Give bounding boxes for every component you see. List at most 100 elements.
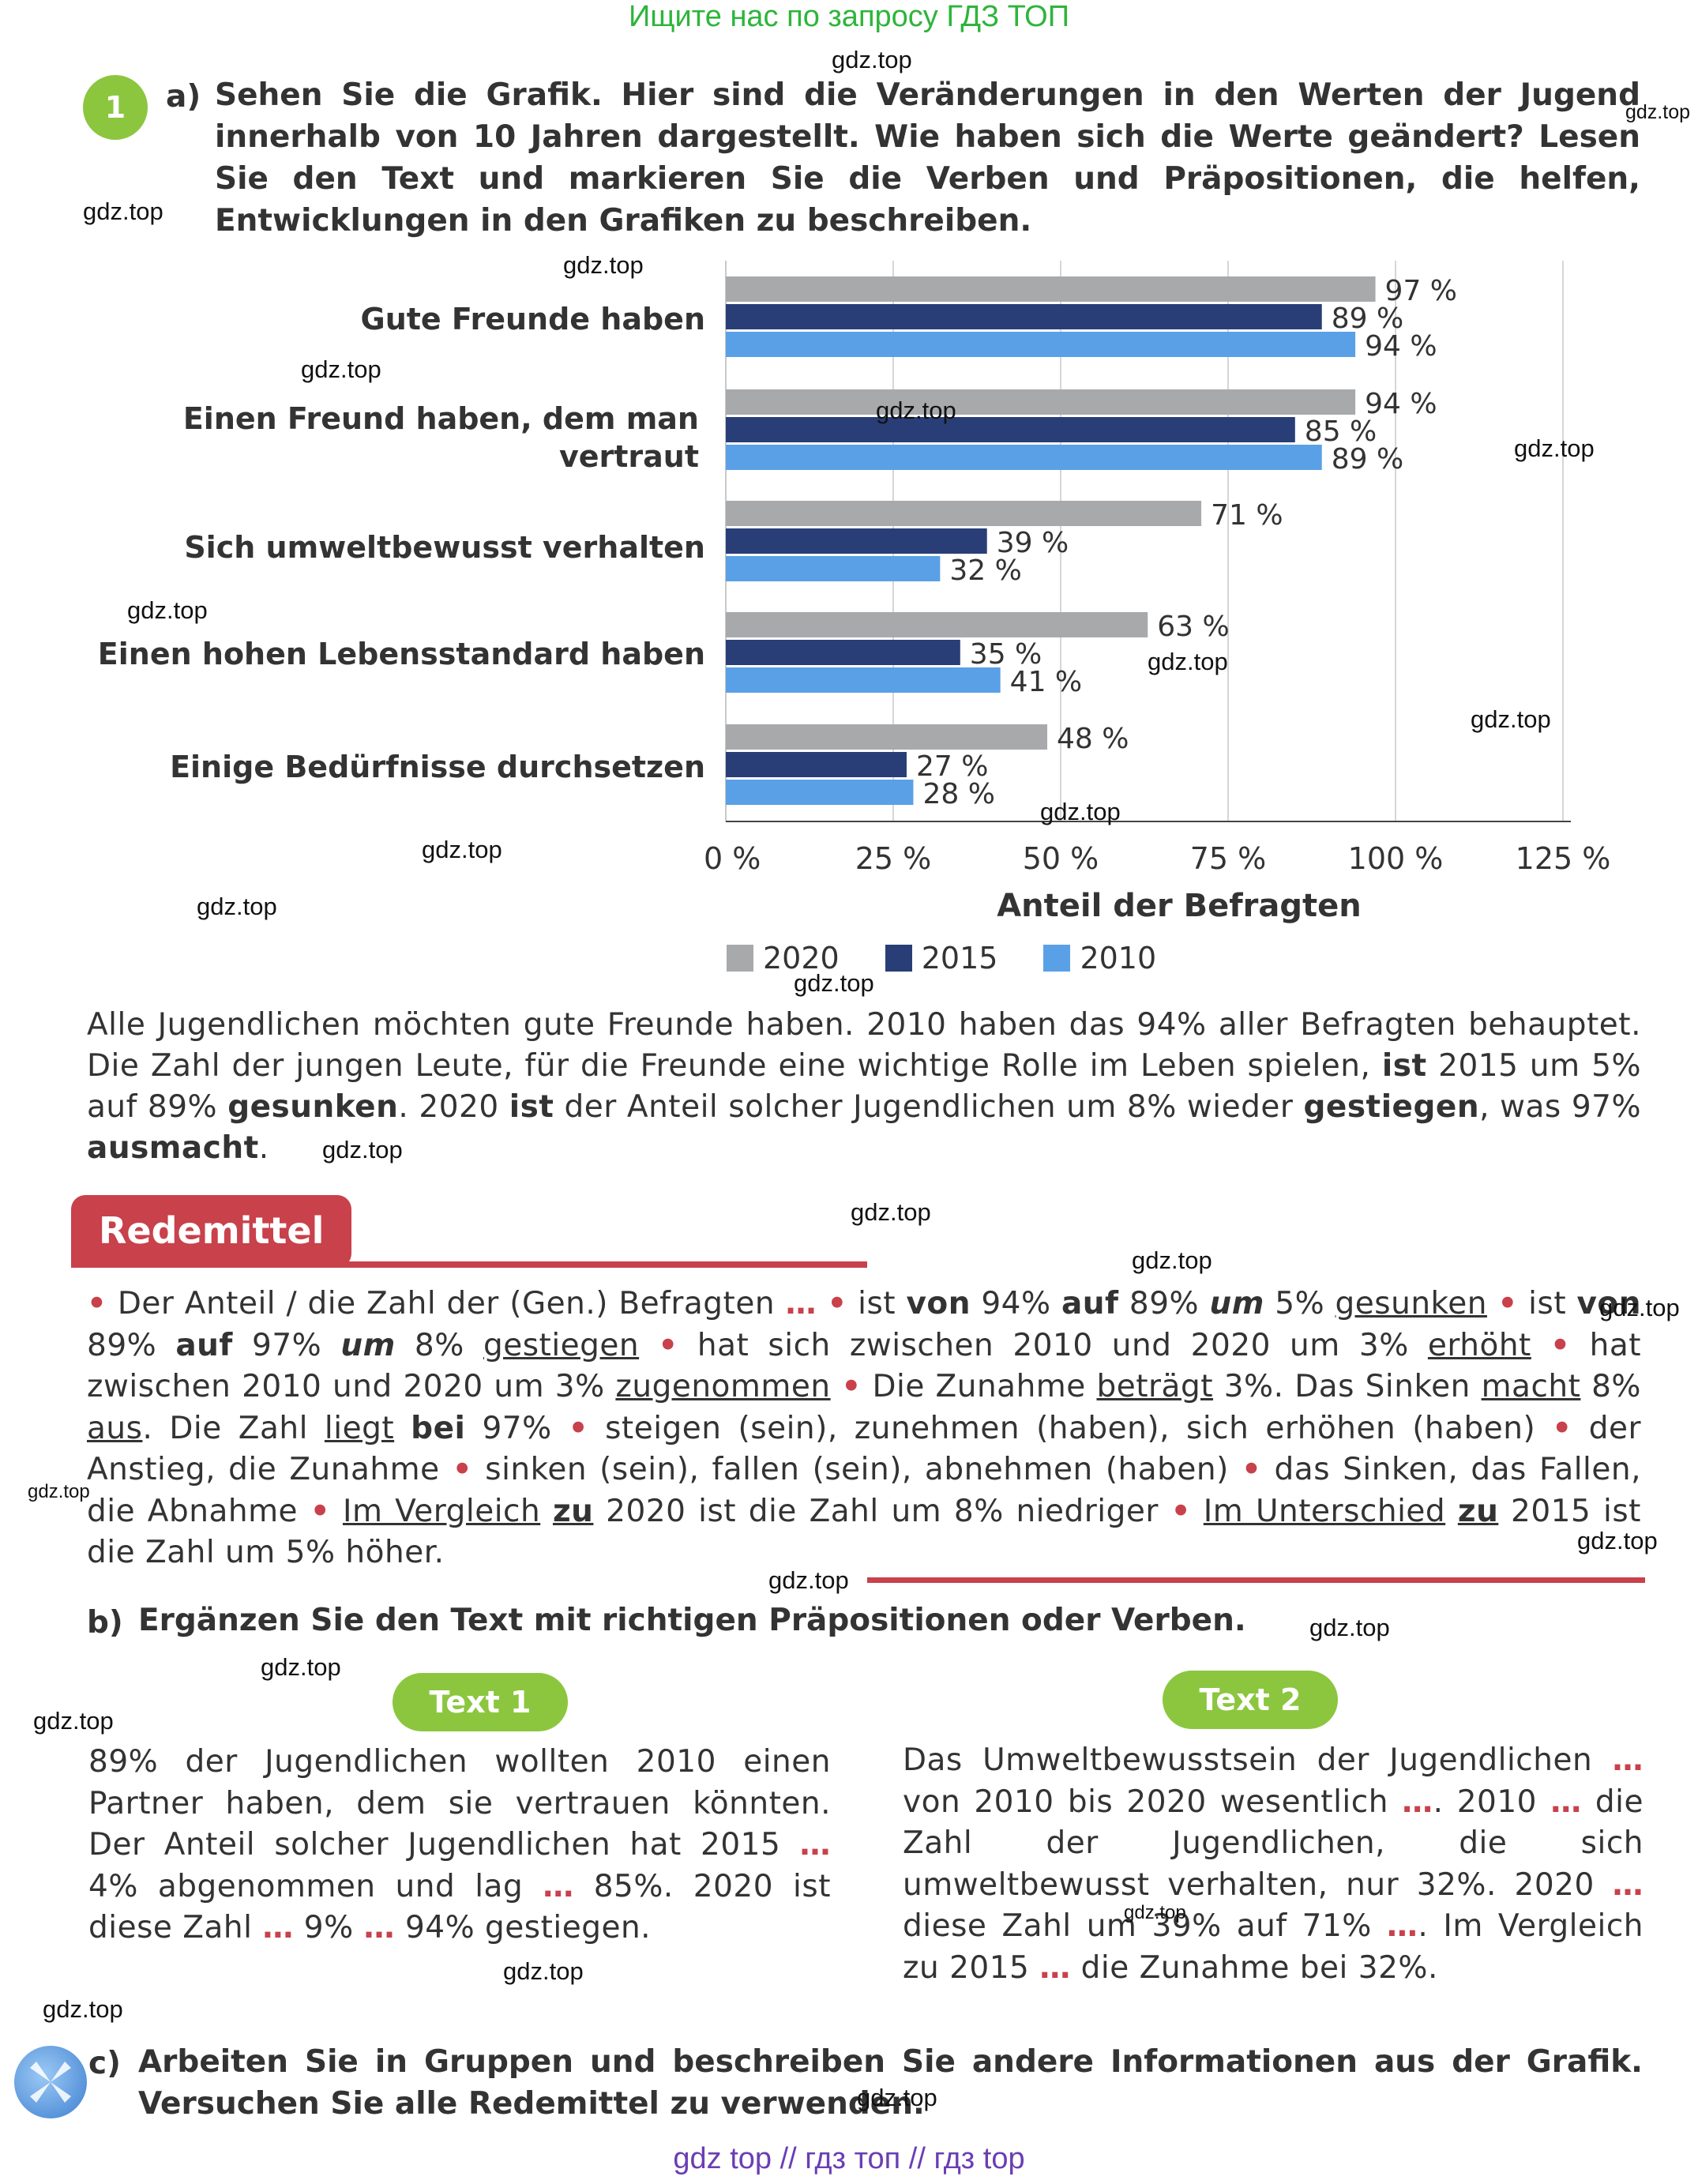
category-label: Einen hohen Lebensstandard haben (97, 637, 705, 671)
blank-gap[interactable]: … (1039, 1949, 1071, 1986)
watermark: gdz.top (1309, 1614, 1390, 1641)
watermark: gdz.top (876, 397, 956, 424)
bar-2020 (726, 724, 1048, 750)
watermark: gdz.top (1599, 1294, 1680, 1321)
bar-2020 (726, 276, 1376, 302)
watermark: gdz.top (857, 2084, 937, 2111)
category-label: Gute Freunde haben (360, 302, 705, 336)
watermark: gdz.top (197, 893, 277, 920)
bullet-dot: • (1170, 1493, 1192, 1529)
watermark: gdz.top (1124, 1902, 1186, 1923)
data-label: 89 % (1332, 303, 1403, 335)
legend-item: 2020 (727, 941, 840, 975)
bullet-dot: • (1497, 1286, 1518, 1321)
watermark: gdz.top (261, 1653, 341, 1681)
watermark: gdz.top (1040, 798, 1121, 825)
blank-gap[interactable]: … (785, 1286, 817, 1321)
legend-swatch (885, 945, 912, 972)
blank-gap[interactable]: … (363, 1910, 396, 1945)
watermark: gdz.top (503, 1957, 584, 1985)
search-banner[interactable]: Ищите нас по запросу ГДЗ ТОП (628, 0, 1070, 33)
data-label: 32 % (949, 554, 1021, 587)
bullet-dot: • (1550, 1327, 1571, 1363)
category-label: Einen Freund haben, dem man vertraut (182, 401, 699, 474)
bullet-dot: • (841, 1369, 862, 1404)
text2-body[interactable]: Das Umweltbewusstsein der Jugendlichen …… (903, 1742, 1644, 1986)
blank-gap[interactable]: … (1550, 1784, 1582, 1820)
text1-body[interactable]: 89% der Jugendlichen wollten 2010 einen … (88, 1744, 831, 1945)
watermark: gdz.top (851, 1198, 931, 1226)
group-work-icon-glyph (30, 2062, 71, 2103)
group-work-icon (14, 2046, 87, 2118)
x-tick-label: 125 % (1516, 841, 1611, 876)
task-b-label: b) (87, 1605, 123, 1641)
text2-label-pill: Text 2 (1163, 1671, 1338, 1729)
data-label: 85 % (1305, 415, 1377, 448)
data-label: 48 % (1057, 723, 1129, 755)
watermark: gdz.top (43, 1995, 123, 2023)
bar-2015 (726, 417, 1295, 442)
blank-gap[interactable]: … (543, 1868, 574, 1904)
task-a-label: a) (166, 79, 201, 115)
sample-paragraph: Alle Jugendlichen möchten gute Freunde h… (87, 1007, 1642, 1166)
watermark: gdz.top (1514, 434, 1595, 462)
bar-2015 (726, 640, 960, 665)
watermark: gdz.top (1577, 1527, 1658, 1554)
data-label: 35 % (970, 638, 1042, 671)
x-tick-label: 25 % (855, 841, 932, 876)
blank-gap[interactable]: … (1402, 1784, 1433, 1820)
legend-item: 2010 (1043, 941, 1156, 975)
chart-legend: 2020 2015 2010 (727, 938, 1156, 978)
bar-2010 (726, 445, 1322, 470)
watermark: gdz.top (1132, 1246, 1212, 1274)
x-axis-title: Anteil der Befragten (997, 888, 1362, 924)
text1-label-pill: Text 1 (393, 1673, 568, 1731)
redemittel-heading: Redemittel (71, 1195, 351, 1268)
watermark: gdz.top (322, 1136, 403, 1163)
legend-swatch (727, 945, 753, 972)
data-label: 41 % (1010, 666, 1082, 698)
watermark: gdz.top (33, 1707, 114, 1735)
task-c-text: Arbeiten Sie in Gruppen und beschreiben … (138, 2044, 1643, 2122)
bullet-dot: • (827, 1286, 847, 1321)
bullet-dot: • (1552, 1410, 1572, 1446)
task-number-badge: 1 (83, 75, 148, 140)
bar-2020 (726, 389, 1356, 415)
x-tick-label: 0 % (704, 841, 761, 876)
footer-links[interactable]: gdz top // гдз топ // гдз top (673, 2142, 1025, 2175)
blank-gap[interactable]: … (799, 1827, 831, 1863)
watermark: gdz.top (127, 596, 208, 624)
legend-item: 2015 (885, 941, 998, 975)
divider (867, 1577, 1645, 1583)
data-label: 89 % (1332, 443, 1403, 476)
watermark: gdz.top (422, 836, 502, 863)
bullet-dot: • (1241, 1452, 1262, 1487)
blank-gap[interactable]: … (262, 1910, 294, 1945)
watermark: gdz.top (768, 1566, 849, 1594)
bullet-dot: • (568, 1410, 589, 1446)
watermark: gdz.top (301, 355, 381, 383)
redemittel-list: • Der Anteil / die Zahl der (Gen.) Befra… (87, 1286, 1642, 1570)
x-tick-label: 50 % (1023, 841, 1099, 876)
watermark: gdz.top (1148, 648, 1228, 675)
bar-2015 (726, 752, 907, 777)
x-tick-label: 100 % (1348, 841, 1444, 876)
bar-2020 (726, 612, 1148, 637)
blank-gap[interactable]: … (1612, 1866, 1644, 1903)
task-a-text: Sehen Sie die Grafik. Hier sind die Verä… (215, 77, 1640, 239)
watermark: gdz.top (794, 969, 874, 997)
bar-2010 (726, 780, 914, 805)
watermark: gdz.top (563, 251, 644, 279)
bullet-dot: • (658, 1327, 678, 1363)
category-label: Sich umweltbewusst verhalten (184, 530, 705, 565)
bullet-dot: • (87, 1286, 107, 1321)
data-label: 97 % (1385, 275, 1457, 307)
legend-label: 2015 (921, 941, 998, 975)
bar-2010 (726, 556, 941, 581)
blank-gap[interactable]: … (1386, 1908, 1418, 1944)
watermark: gdz.top (28, 1481, 90, 1502)
category-label: Einige Bedürfnisse durchsetzen (170, 750, 705, 784)
blank-gap[interactable]: … (1612, 1742, 1644, 1778)
data-label: 71 % (1211, 499, 1283, 532)
bar-2010 (726, 332, 1356, 357)
